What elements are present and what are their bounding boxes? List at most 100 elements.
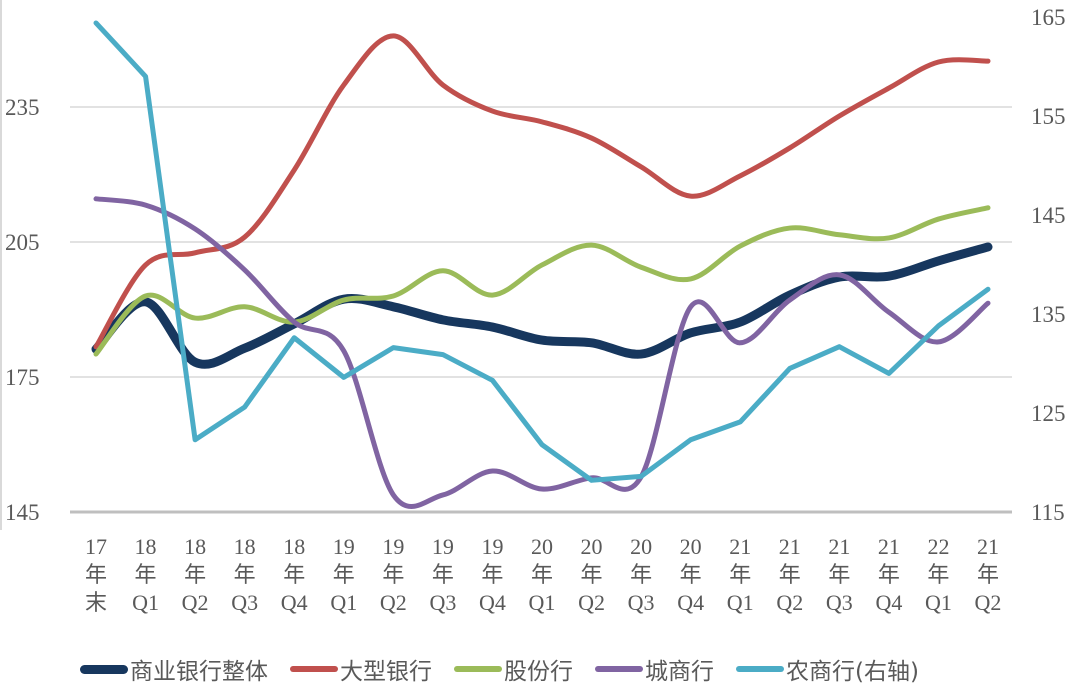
x-tick-line: 年 bbox=[729, 562, 751, 587]
x-tick-label: 22 年 Q1 bbox=[925, 534, 952, 615]
x-tick-line: Q1 bbox=[925, 590, 952, 615]
x-tick-line: Q2 bbox=[975, 590, 1002, 615]
series-line-2 bbox=[93, 205, 991, 357]
right-tick-label: 125 bbox=[1031, 401, 1066, 426]
left-tick-label: 205 bbox=[5, 230, 40, 255]
x-tick-line: Q4 bbox=[479, 590, 506, 615]
series-line-4 bbox=[93, 20, 991, 483]
x-tick-line: 19 bbox=[481, 534, 503, 559]
right-tick-label: 135 bbox=[1031, 302, 1066, 327]
x-tick-line: 年 bbox=[382, 562, 404, 587]
series-lines bbox=[91, 20, 993, 509]
x-tick-label: 19 年 Q1 bbox=[330, 534, 357, 615]
x-tick-line: 21 bbox=[828, 534, 850, 559]
x-tick-line: 年 bbox=[977, 562, 999, 587]
x-tick-line: 20 bbox=[581, 534, 603, 559]
x-tick-label: 20 年 Q3 bbox=[628, 534, 655, 615]
x-tick-line: 末 bbox=[85, 590, 107, 615]
x-tick-line: 21 bbox=[779, 534, 801, 559]
x-tick-line: 年 bbox=[85, 562, 107, 587]
x-tick-line: Q2 bbox=[380, 590, 407, 615]
x-tick-line: 年 bbox=[581, 562, 603, 587]
x-tick-line: 年 bbox=[878, 562, 900, 587]
series-line-3 bbox=[93, 196, 991, 509]
right-tick-label: 165 bbox=[1031, 5, 1066, 30]
x-tick-line: 18 bbox=[283, 534, 305, 559]
legend-swatch bbox=[454, 666, 502, 672]
legend-label: 城商行 bbox=[645, 659, 714, 685]
right-y-axis: 115 125 135 145 155 165 bbox=[1031, 5, 1066, 525]
gridlines bbox=[0, 0, 1012, 530]
legend-label: 商业银行整体 bbox=[130, 659, 268, 685]
x-tick-line: 17 bbox=[85, 534, 107, 559]
x-tick-line: 年 bbox=[432, 562, 454, 587]
x-tick-line: 20 bbox=[630, 534, 652, 559]
legend-item: 商业银行整体 bbox=[80, 652, 268, 686]
legend-item: 农商行(右轴) bbox=[736, 652, 919, 686]
right-tick-label: 115 bbox=[1031, 500, 1065, 525]
x-tick-label: 20 年 Q1 bbox=[529, 534, 556, 615]
legend-swatch bbox=[595, 666, 643, 672]
x-tick-line: 18 bbox=[135, 534, 157, 559]
x-tick-line: Q2 bbox=[182, 590, 209, 615]
x-tick-line: Q2 bbox=[776, 590, 803, 615]
right-tick-label: 145 bbox=[1031, 203, 1066, 228]
x-tick-label: 19 年 Q4 bbox=[479, 534, 506, 615]
x-tick-line: 年 bbox=[828, 562, 850, 587]
legend-item: 股份行 bbox=[454, 652, 573, 686]
x-tick-label: 21 年 Q2 bbox=[975, 534, 1002, 615]
x-tick-line: 年 bbox=[531, 562, 553, 587]
x-tick-line: 21 bbox=[977, 534, 999, 559]
x-tick-line: Q3 bbox=[231, 590, 258, 615]
x-tick-line: Q2 bbox=[578, 590, 605, 615]
x-tick-label: 18 年 Q4 bbox=[281, 534, 308, 615]
x-tick-line: 19 bbox=[432, 534, 454, 559]
left-tick-label: 235 bbox=[5, 95, 40, 120]
legend-item: 大型银行 bbox=[290, 652, 432, 686]
legend: 商业银行整体 大型银行 股份行 城商行 农商行(右轴) bbox=[80, 652, 941, 686]
x-tick-line: 年 bbox=[135, 562, 157, 587]
x-tick-label: 20 年 Q2 bbox=[578, 534, 605, 615]
legend-swatch bbox=[290, 666, 338, 672]
series-line-1 bbox=[93, 33, 991, 350]
x-tick-line: 年 bbox=[283, 562, 305, 587]
legend-label: 大型银行 bbox=[340, 659, 432, 685]
x-tick-label: 18 年 Q2 bbox=[182, 534, 209, 615]
x-tick-label: 18 年 Q1 bbox=[132, 534, 159, 615]
x-tick-label: 19 年 Q2 bbox=[380, 534, 407, 615]
legend-item: 城商行 bbox=[595, 652, 714, 686]
x-tick-line: 21 bbox=[878, 534, 900, 559]
legend-swatch bbox=[80, 664, 128, 674]
x-tick-label: 18 年 Q3 bbox=[231, 534, 258, 615]
left-tick-label: 145 bbox=[5, 500, 40, 525]
legend-label: 农商行(右轴) bbox=[786, 659, 919, 685]
x-tick-label: 21 年 Q3 bbox=[826, 534, 853, 615]
x-tick-line: 19 bbox=[382, 534, 404, 559]
x-tick-line: 18 bbox=[234, 534, 256, 559]
x-tick-line: 年 bbox=[779, 562, 801, 587]
left-tick-label: 175 bbox=[5, 365, 40, 390]
legend-swatch bbox=[736, 666, 784, 672]
x-axis: 17年末18年Q118年Q218年Q318年Q419年Q119年Q219年Q31… bbox=[85, 534, 1001, 615]
x-tick-line: 年 bbox=[927, 562, 949, 587]
x-tick-line: 20 bbox=[531, 534, 553, 559]
legend-label: 股份行 bbox=[504, 659, 573, 685]
x-tick-line: 18 bbox=[184, 534, 206, 559]
left-y-axis: 145 175 205 235 bbox=[5, 95, 40, 525]
x-tick-label: 19 年 Q3 bbox=[429, 534, 456, 615]
x-tick-line: Q3 bbox=[429, 590, 456, 615]
x-tick-line: Q1 bbox=[727, 590, 754, 615]
x-tick-line: 年 bbox=[184, 562, 206, 587]
x-tick-line: Q3 bbox=[628, 590, 655, 615]
x-tick-line: 年 bbox=[680, 562, 702, 587]
x-tick-label: 21 年 Q1 bbox=[727, 534, 754, 615]
x-tick-line: Q4 bbox=[677, 590, 704, 615]
x-tick-line: 19 bbox=[333, 534, 355, 559]
x-tick-line: Q1 bbox=[529, 590, 556, 615]
x-tick-line: Q4 bbox=[875, 590, 902, 615]
x-tick-line: 22 bbox=[927, 534, 949, 559]
x-tick-label: 20 年 Q4 bbox=[677, 534, 704, 615]
x-tick-label: 17 年末 bbox=[85, 534, 107, 615]
x-tick-line: 年 bbox=[481, 562, 503, 587]
x-tick-line: Q4 bbox=[281, 590, 308, 615]
